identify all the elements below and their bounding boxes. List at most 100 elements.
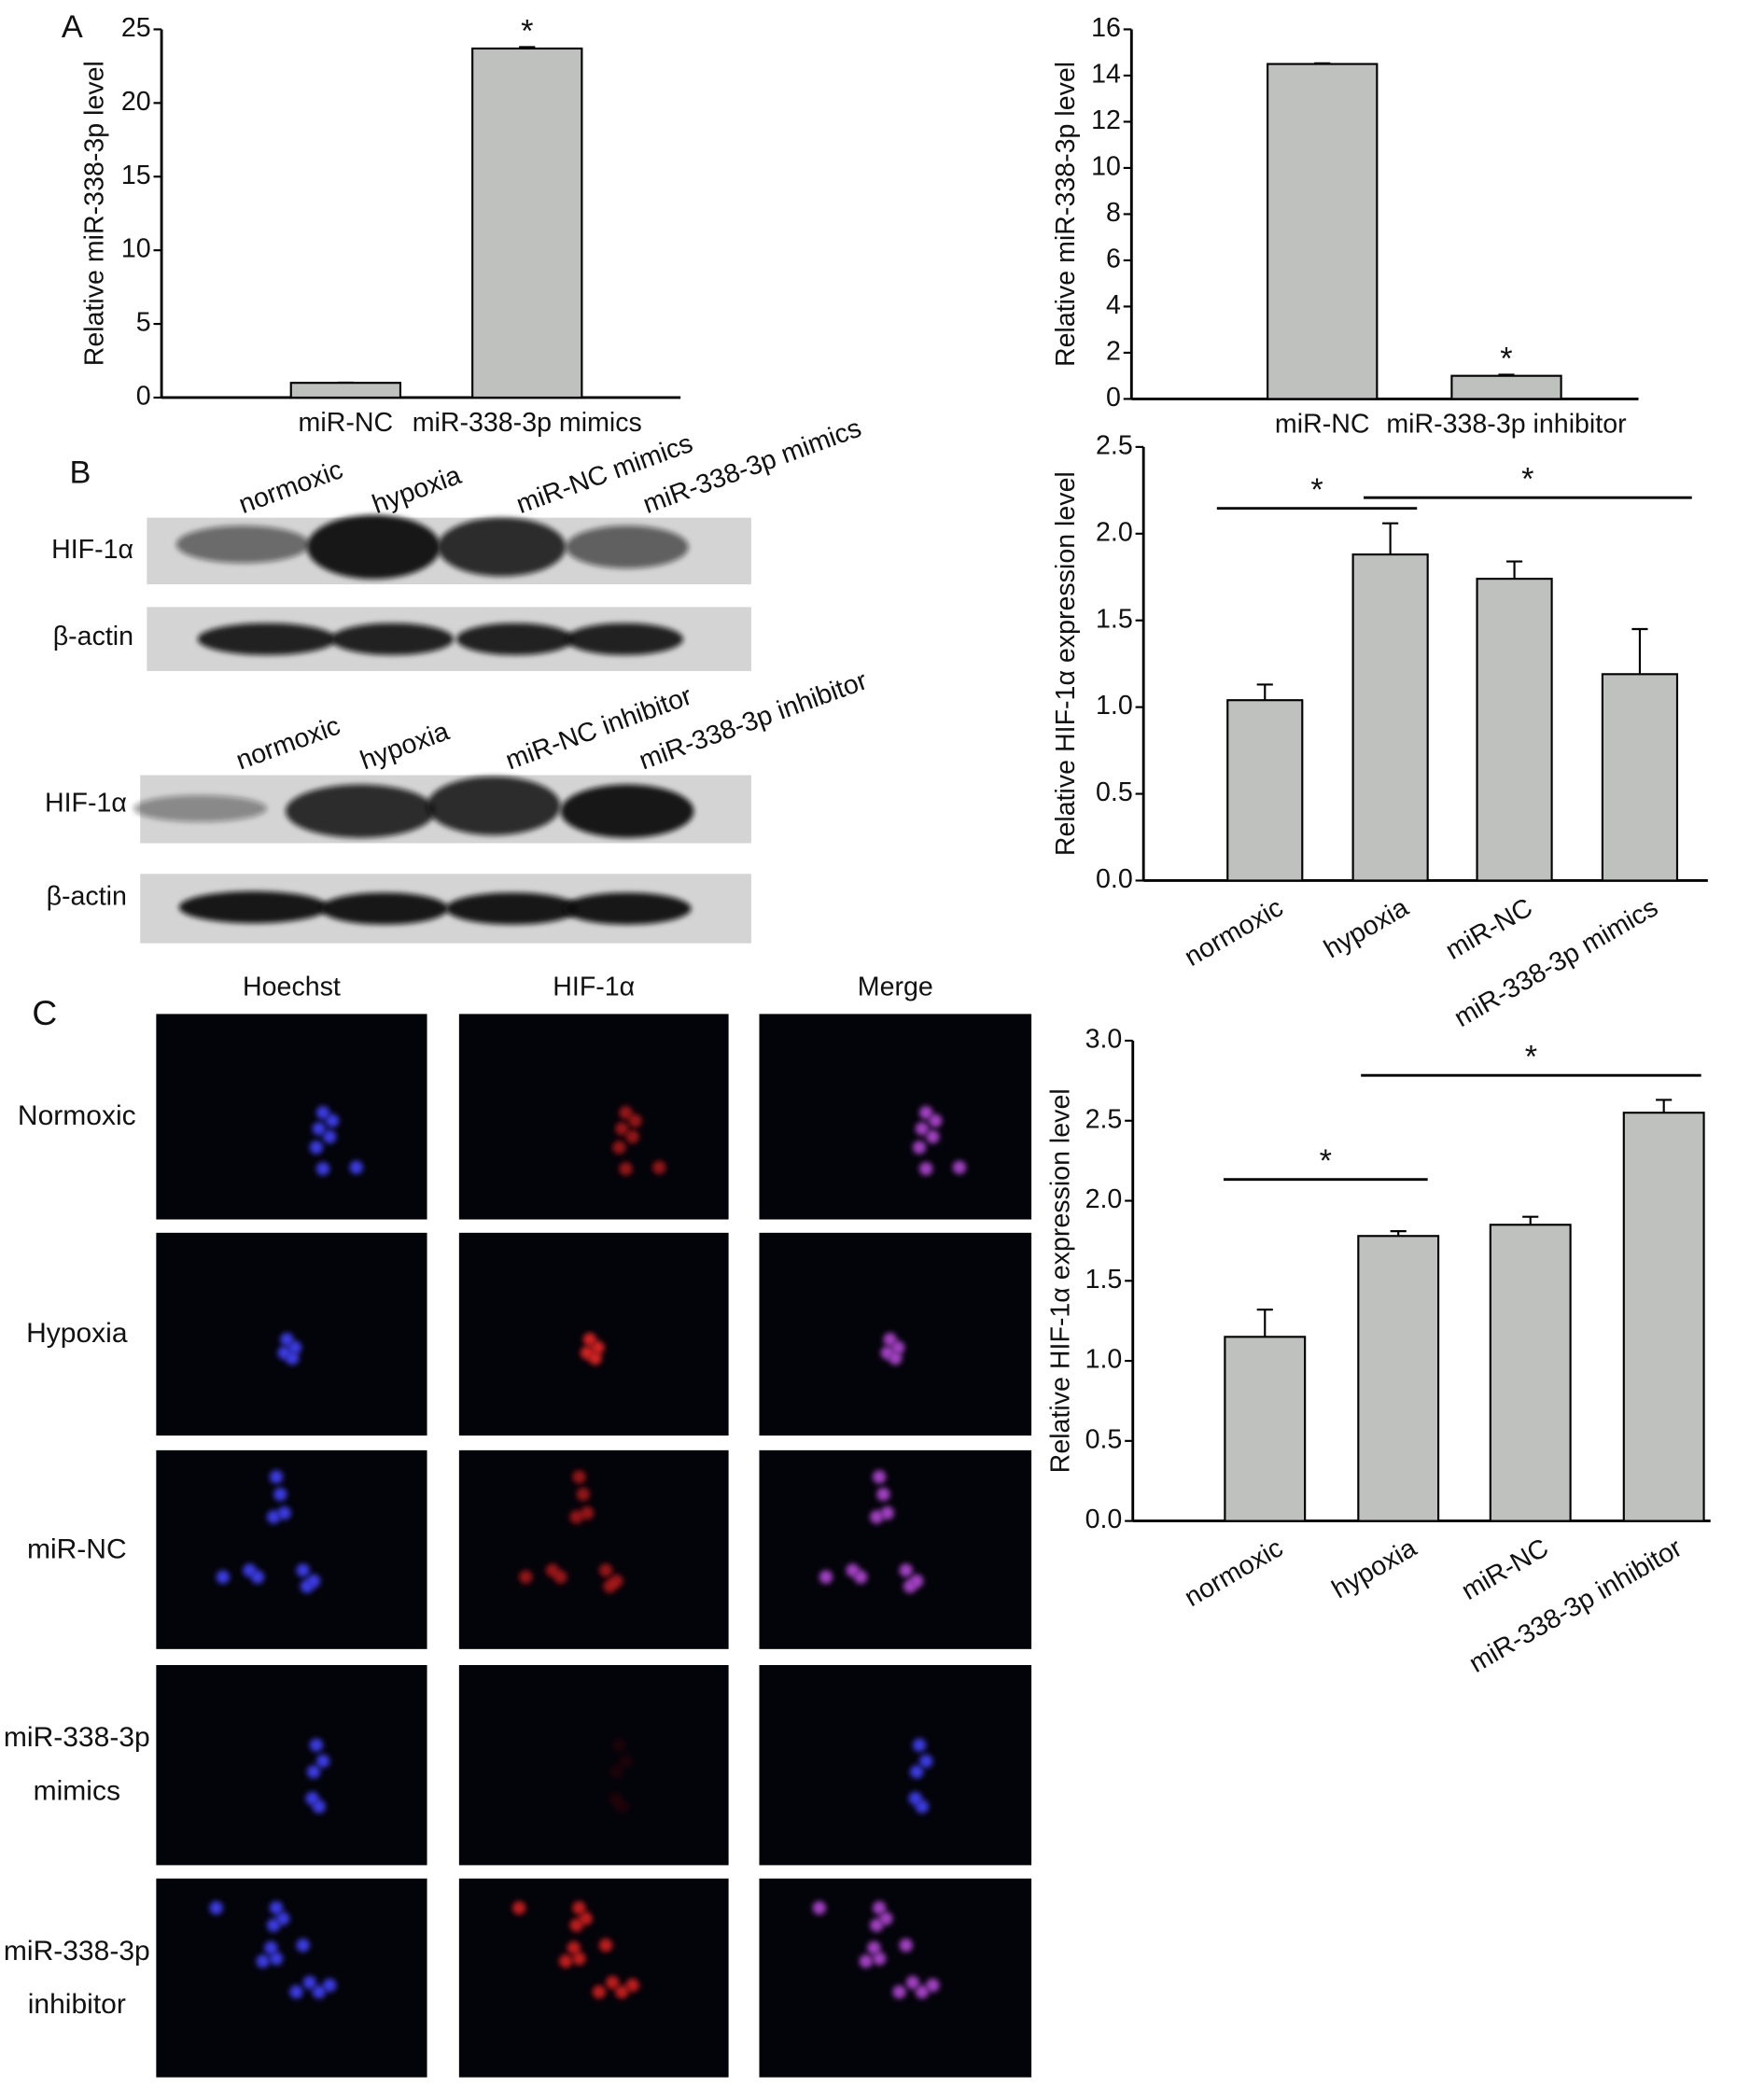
cell — [628, 1113, 642, 1127]
cell — [879, 1911, 893, 1925]
column-label: HIF-1α — [553, 972, 635, 1001]
y-axis-label: Relative miR-338-3p level — [80, 61, 110, 366]
micrograph — [156, 1664, 427, 1866]
y-tick-label: 0.5 — [1096, 777, 1133, 807]
cell — [250, 1570, 265, 1584]
cell — [612, 1141, 626, 1155]
blot-band — [560, 784, 694, 838]
cell — [919, 1106, 933, 1120]
y-tick-label: 16 — [1091, 13, 1121, 43]
y-tick-label: 2.0 — [1096, 517, 1133, 547]
cell — [323, 1129, 337, 1144]
cell — [287, 1340, 302, 1354]
cell — [349, 1160, 363, 1174]
y-tick-label: 10 — [121, 234, 151, 264]
bar — [1476, 578, 1553, 882]
bar — [471, 47, 583, 399]
cell — [312, 1985, 326, 1999]
cell — [315, 1106, 330, 1120]
row-label: miR-338-3p mimics — [3, 1722, 150, 1807]
y-tick-label: 10 — [1091, 151, 1121, 181]
column-label: Merge — [858, 972, 933, 1001]
bar — [1351, 553, 1429, 882]
cell — [277, 1505, 291, 1520]
cell — [915, 1799, 930, 1813]
cell — [572, 1901, 586, 1915]
y-tick-label: 0 — [1106, 383, 1121, 413]
row-label-box: miR-338-3p inhibitor — [3, 1935, 150, 2020]
blot-band — [175, 525, 310, 564]
bar — [1226, 699, 1304, 882]
cell — [302, 1976, 316, 1990]
x-tick-label: miR-NC — [1457, 1533, 1554, 1606]
cell — [559, 1954, 573, 1968]
cell — [296, 1563, 310, 1577]
cell — [891, 1340, 905, 1354]
cell — [912, 1738, 927, 1752]
cell — [323, 1978, 337, 1993]
cell — [615, 1122, 629, 1136]
row-label-box: Normoxic — [18, 1100, 136, 1131]
micrograph — [458, 1664, 729, 1866]
error-bar — [1390, 1230, 1407, 1237]
x-tick-label: miR-NC — [1275, 410, 1370, 440]
cell — [819, 1570, 833, 1584]
cell — [512, 1901, 526, 1915]
cell — [312, 1799, 326, 1813]
cell — [267, 1510, 281, 1524]
cell — [899, 1939, 913, 1953]
cell — [264, 1940, 278, 1955]
y-tick-label: 3.0 — [1085, 1025, 1123, 1055]
cell — [899, 1563, 913, 1577]
blot-band — [427, 776, 561, 835]
row-label-box: Hypoxia — [26, 1318, 127, 1349]
y-axis-label: Relative HIF-1α expression level — [1046, 1088, 1076, 1473]
cell — [615, 1985, 629, 1999]
cell — [870, 1510, 884, 1524]
cell — [588, 1351, 602, 1365]
bar — [1601, 673, 1679, 882]
cell — [592, 1985, 607, 1999]
cell — [591, 1340, 605, 1354]
cell — [859, 1954, 873, 1968]
blot-band — [563, 892, 692, 925]
cell — [606, 1976, 620, 1990]
y-tick-label: 14 — [1091, 59, 1121, 89]
cell — [853, 1570, 868, 1584]
y-tick-label: 20 — [121, 87, 151, 117]
cell — [273, 1487, 287, 1502]
y-tick-label: 2.0 — [1085, 1184, 1123, 1214]
cell — [579, 1911, 593, 1925]
x-tick-label: normoxic — [1180, 892, 1288, 973]
cell — [619, 1106, 633, 1120]
cell — [652, 1160, 666, 1174]
cell — [580, 1505, 595, 1520]
cell — [325, 1113, 340, 1127]
blot-band — [133, 794, 268, 822]
cell — [519, 1570, 533, 1584]
y-tick-label: 25 — [121, 13, 151, 43]
cell — [612, 1738, 626, 1752]
blot-band — [178, 890, 329, 924]
cell — [309, 1141, 324, 1155]
bar — [1489, 1224, 1572, 1522]
cell — [880, 1505, 894, 1520]
cell — [296, 1939, 310, 1953]
cell — [889, 1351, 903, 1365]
blot-band — [320, 892, 449, 925]
lane-label: hypoxia — [369, 460, 466, 520]
row-label: miR-338-3p inhibitor — [3, 1935, 150, 2020]
micrograph — [759, 1449, 1032, 1649]
cell — [872, 1901, 887, 1915]
micrograph — [759, 1232, 1032, 1436]
error-bar — [1256, 683, 1273, 701]
lane-label: miR-338-3p inhibitor — [636, 665, 872, 776]
micrograph — [759, 1014, 1032, 1220]
blot-band — [330, 623, 455, 655]
blot-band — [286, 784, 436, 838]
cell — [306, 1765, 321, 1779]
cell — [286, 1351, 300, 1365]
cell — [216, 1570, 230, 1584]
cell — [269, 1952, 284, 1966]
micrograph — [156, 1014, 427, 1220]
